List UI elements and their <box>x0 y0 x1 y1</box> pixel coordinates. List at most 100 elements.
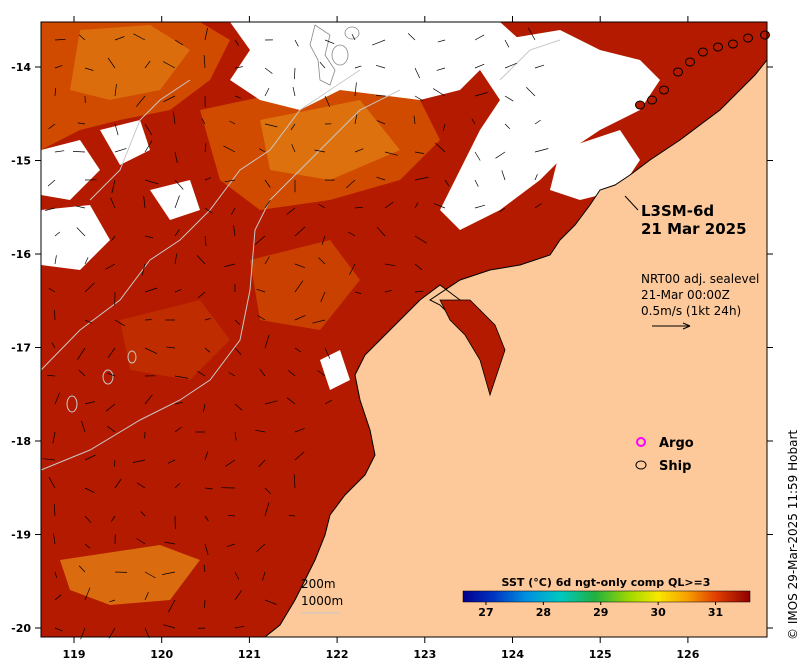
current-arrow <box>264 502 270 517</box>
current-arrow <box>84 282 95 293</box>
colorbar-tick-label: 30 <box>651 606 667 619</box>
lon-tick-label: 121 <box>238 648 261 661</box>
current-arrow <box>234 39 239 46</box>
current-arrow <box>110 197 116 209</box>
current-arrow <box>534 119 541 125</box>
current-arrow <box>105 403 116 412</box>
current-arrow <box>164 541 176 545</box>
current-arrow <box>375 64 386 69</box>
current-arrow <box>264 200 271 209</box>
current-arrow <box>534 148 549 153</box>
current-arrow <box>234 625 245 629</box>
current-arrow <box>78 369 86 377</box>
current-arrow <box>414 235 427 244</box>
current-arrow <box>354 206 364 209</box>
current-arrow <box>174 401 183 405</box>
lon-tick-label: 122 <box>326 648 349 661</box>
current-arrow <box>433 203 446 209</box>
current-arrow <box>84 587 91 601</box>
current-arrow <box>76 227 86 237</box>
current-arrow <box>234 347 242 355</box>
current-arrow <box>76 205 86 209</box>
ship-observation <box>673 67 683 77</box>
latitude-axis: -14 -15 -16 -17 -18 -19 -20 <box>11 61 773 635</box>
current-arrow <box>201 118 206 125</box>
current-arrow <box>54 594 62 601</box>
argo-marker <box>636 437 646 447</box>
colorbar-title: SST (°C) 6d ngt-only comp QL>=3 <box>502 576 711 589</box>
current-arrow <box>294 39 299 47</box>
current-arrow <box>435 142 446 153</box>
current-arrow <box>111 179 116 194</box>
current-arrow <box>54 255 57 265</box>
current-arrow <box>256 288 266 293</box>
current-arrow <box>163 61 176 69</box>
current-arrow <box>257 315 266 321</box>
lat-tick-label: -17 <box>11 342 31 355</box>
current-arrow <box>111 235 116 242</box>
isobath-lines <box>40 39 561 471</box>
current-arrow <box>223 145 236 153</box>
current-arrow <box>228 372 236 377</box>
lat-tick-label: -19 <box>11 529 31 542</box>
current-arrow <box>324 399 332 405</box>
lat-tick-label: -15 <box>11 155 31 168</box>
current-arrow <box>173 111 176 125</box>
current-arrow <box>354 65 362 69</box>
current-arrow <box>349 263 356 275</box>
current-arrow <box>111 515 116 522</box>
current-arrow <box>474 204 486 209</box>
current-arrow <box>264 334 270 349</box>
current-arrow <box>109 599 116 603</box>
argo-label: Argo <box>659 436 694 451</box>
current-arrow <box>204 27 208 41</box>
current-arrow <box>414 263 423 271</box>
current-arrow <box>114 123 119 136</box>
current-arrow <box>474 151 481 161</box>
ship-label: Ship <box>659 459 691 474</box>
current-arrow <box>54 231 61 237</box>
current-arrow <box>174 151 178 163</box>
current-arrow <box>376 176 386 181</box>
ship-observation <box>698 47 708 57</box>
current-arrow <box>407 33 416 41</box>
current-arrow <box>48 477 56 489</box>
current-arrow <box>504 95 514 102</box>
current-arrow <box>204 143 207 153</box>
current-arrow <box>259 368 266 377</box>
current-arrow <box>144 394 153 405</box>
current-arrow <box>318 203 326 209</box>
lon-tick-label: 123 <box>413 648 436 661</box>
current-arrow <box>354 291 362 294</box>
ship-observation <box>635 100 645 110</box>
current-arrow <box>224 179 236 183</box>
isobath-200m <box>40 69 361 371</box>
current-arrow <box>351 34 356 41</box>
longitude-axis: 119 120 121 122 123 124 125 126 <box>63 16 700 661</box>
current-arrow <box>294 428 305 433</box>
title-pointer <box>624 195 639 211</box>
current-arrow <box>376 226 386 237</box>
current-arrow <box>324 39 335 45</box>
current-arrow <box>166 346 176 349</box>
current-arrow <box>114 319 125 327</box>
current-arrow <box>254 235 266 246</box>
current-arrow <box>264 123 278 128</box>
current-arrow <box>504 39 510 48</box>
current-arrow <box>234 431 237 441</box>
current-arrow <box>288 515 296 517</box>
current-arrow <box>78 34 86 41</box>
ship-observation <box>760 30 770 40</box>
current-arrow <box>294 451 305 461</box>
colorbar-tick-label: 31 <box>708 606 723 619</box>
current-arrow <box>234 403 243 411</box>
currents-source: NRT00 adj. sealevel <box>641 272 759 286</box>
current-arrow <box>204 235 207 246</box>
current-arrow <box>114 478 122 489</box>
current-arrow <box>290 123 296 131</box>
current-arrow <box>294 280 304 293</box>
current-arrow <box>144 627 150 639</box>
current-arrow <box>384 289 393 293</box>
current-arrow <box>437 39 446 43</box>
